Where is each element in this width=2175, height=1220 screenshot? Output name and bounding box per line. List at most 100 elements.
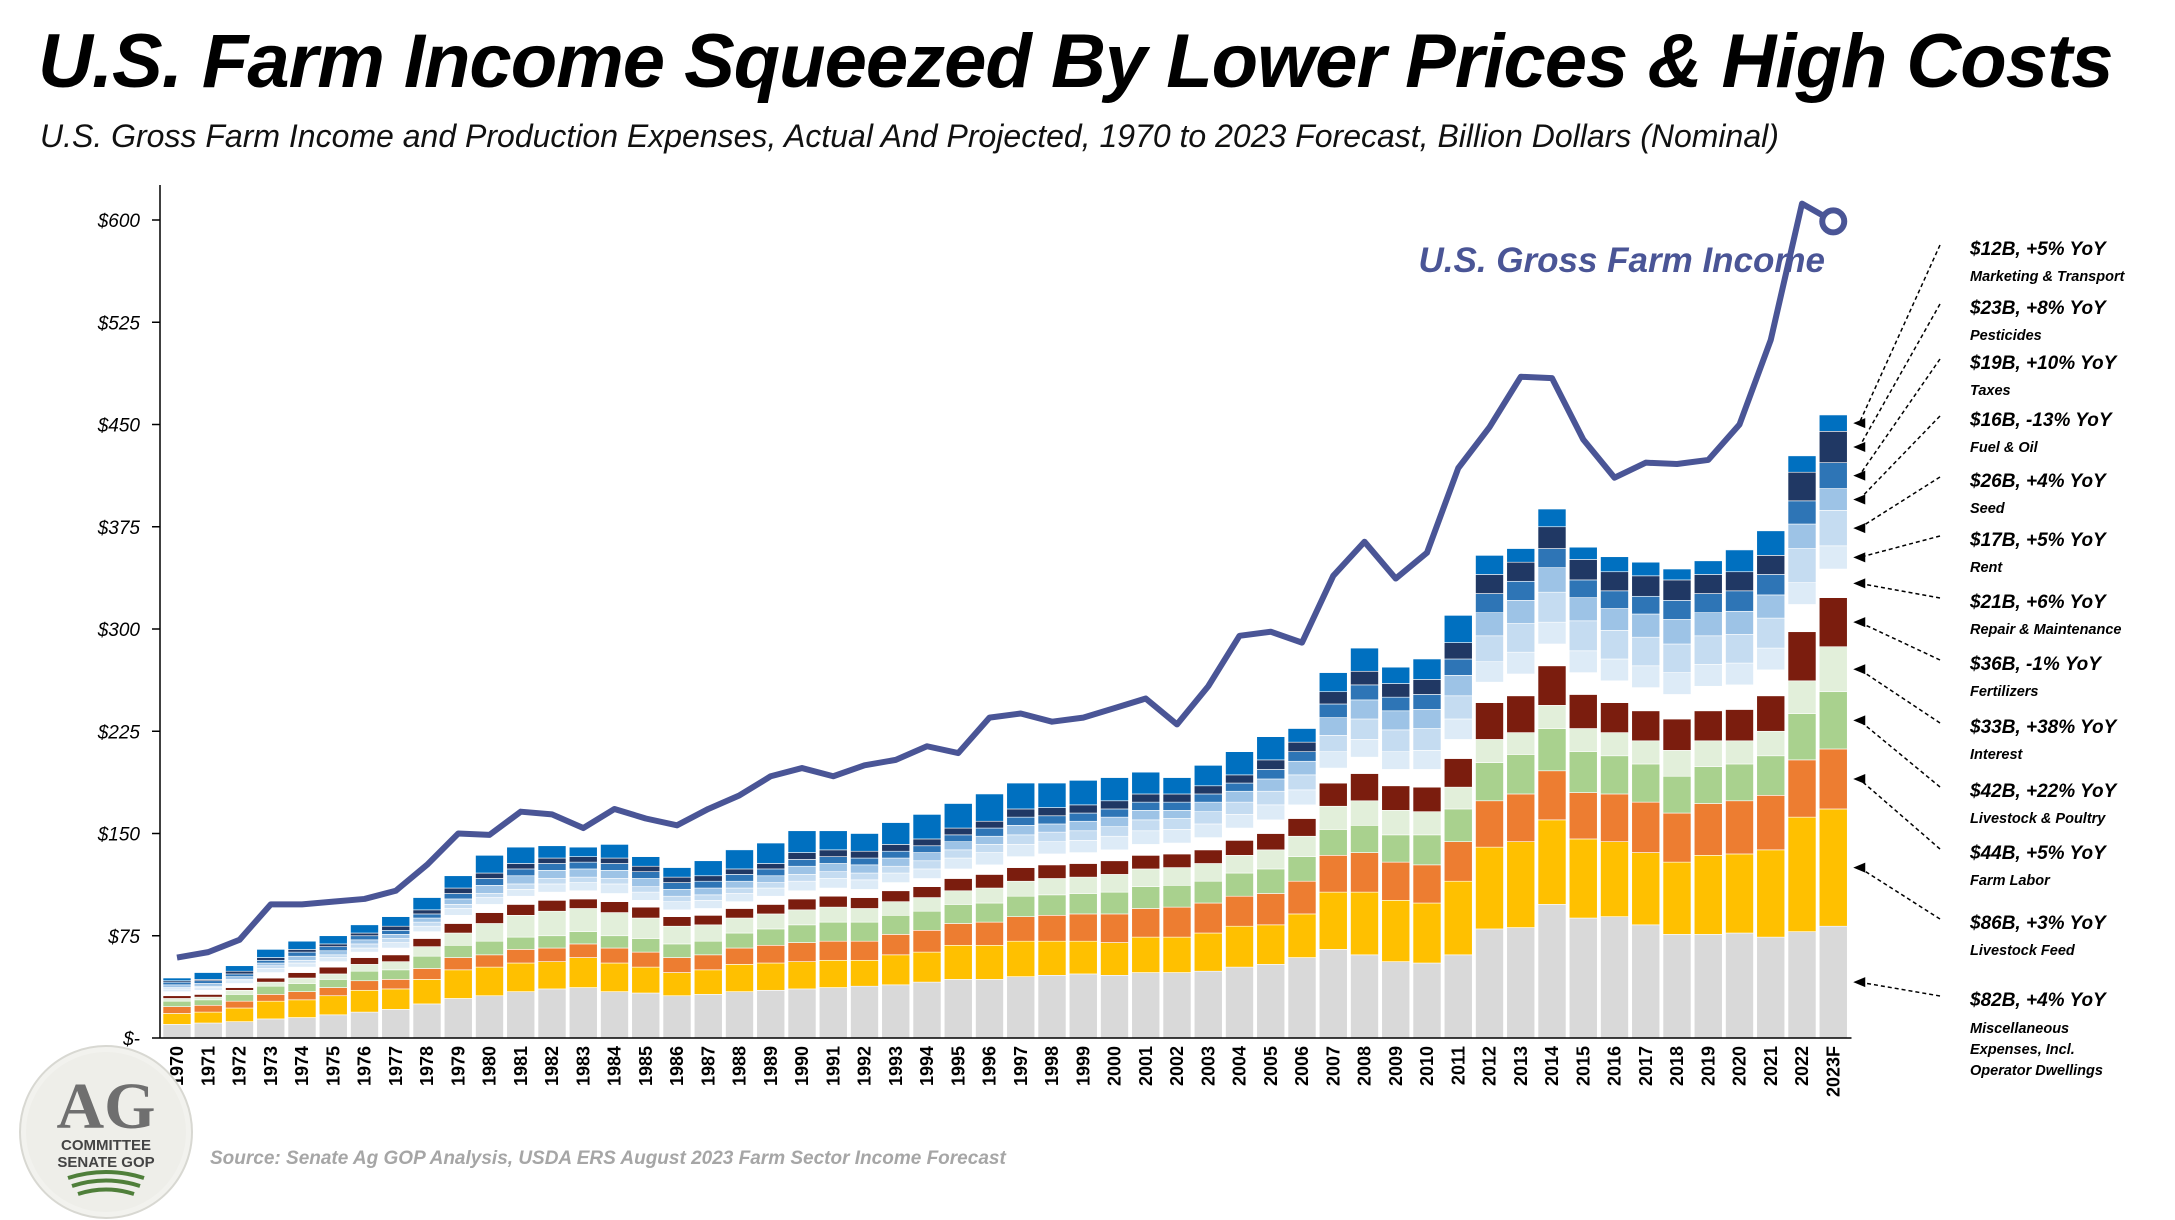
bar-segment-3	[1506, 754, 1536, 795]
annotation-name: Seed	[1970, 501, 2006, 517]
bar-segment-7	[1475, 661, 1504, 683]
bar-segment-5	[506, 904, 536, 916]
bar-segment-0	[1443, 954, 1473, 1039]
bar-segment-12	[662, 867, 692, 878]
bar-segment-0	[975, 979, 1004, 1039]
bar-segment-10	[1725, 590, 1754, 612]
bar-segment-0	[881, 984, 911, 1039]
bar-segment-0	[693, 994, 723, 1039]
bar-stack-2017	[1631, 561, 1661, 1039]
bar-segment-10	[1412, 694, 1442, 710]
bar-segment-7	[1068, 840, 1098, 853]
bar-segment-8	[631, 886, 661, 893]
bar-segment-5	[1568, 694, 1598, 729]
bar-segment-2	[912, 929, 942, 953]
bar-segment-11	[537, 857, 567, 864]
bar-segment-4	[1756, 730, 1786, 757]
bar-segment-10	[1037, 815, 1067, 825]
bar-segment-2	[443, 957, 473, 971]
annotation-leader	[1858, 476, 1941, 529]
bar-segment-8	[1631, 636, 1661, 667]
x-tick-label: 2007	[1323, 1046, 1343, 1086]
bar-segment-11	[1100, 800, 1129, 810]
bar-segment-3	[537, 935, 567, 949]
bar-segment-2	[318, 987, 348, 997]
bar-segment-7	[1037, 841, 1067, 855]
bar-segment-3	[1318, 829, 1348, 856]
x-tick-label: 2014	[1542, 1046, 1562, 1086]
bar-segment-6	[1443, 739, 1473, 759]
x-tick-label: 1994	[917, 1046, 937, 1086]
bar-segment-8	[1006, 834, 1036, 845]
bar-segment-12	[1443, 615, 1473, 643]
bar-segment-0	[475, 995, 504, 1039]
bar-segment-8	[1225, 801, 1254, 815]
bar-segment-8	[818, 871, 848, 879]
bar-segment-7	[1600, 658, 1629, 682]
x-tick-label: 2022	[1792, 1046, 1812, 1086]
bar-segment-2	[1725, 800, 1754, 855]
bar-segment-1	[1287, 913, 1317, 958]
bar-stack-2005	[1256, 736, 1286, 1039]
bar-segment-6	[1725, 684, 1754, 710]
bar-stack-2015	[1568, 546, 1598, 1039]
bar-segment-2	[1225, 895, 1254, 927]
annotation-arrowhead	[1853, 494, 1866, 505]
bar-segment-2	[1506, 793, 1536, 842]
bar-segment-3	[1100, 891, 1129, 915]
bar-segment-2	[568, 943, 598, 958]
bar-segment-3	[1225, 872, 1254, 897]
bar-stacks	[162, 414, 1848, 1039]
bar-segment-5	[818, 895, 848, 908]
annotation-leader	[1859, 582, 1941, 599]
bar-segment-10	[1225, 782, 1254, 792]
bar-segment-5	[162, 995, 192, 999]
bar-segment-3	[1412, 834, 1442, 866]
bar-segment-4	[818, 906, 848, 923]
annotation-leader	[1858, 303, 1941, 448]
bar-segment-4	[193, 996, 223, 1001]
bar-segment-2	[1443, 841, 1473, 882]
bar-segment-5	[1100, 860, 1129, 875]
annotation-name: Rent	[1970, 560, 2003, 576]
bar-segment-6	[1506, 673, 1536, 697]
bar-segment-9	[443, 898, 473, 905]
bar-segment-6	[1568, 672, 1598, 695]
bar-segment-1	[662, 972, 692, 997]
bar-segment-9	[943, 841, 973, 851]
annotation-name: Livestock & Poultry	[1970, 811, 2106, 827]
bar-segment-0	[1787, 931, 1817, 1039]
bar-segment-2	[881, 934, 911, 956]
bar-stack-1983	[568, 846, 598, 1039]
bar-segment-10	[1662, 600, 1692, 620]
bar-segment-7	[631, 891, 661, 901]
bar-segment-8	[1037, 831, 1067, 842]
bar-segment-3	[225, 994, 254, 1002]
bar-segment-8	[287, 959, 317, 964]
bar-segment-3	[1568, 751, 1598, 793]
bar-segment-2	[1412, 864, 1442, 904]
bar-segment-1	[1600, 841, 1629, 917]
bar-segment-4	[225, 989, 254, 995]
bar-segment-3	[1443, 808, 1473, 842]
bar-segment-12	[1193, 765, 1223, 787]
bar-segment-11	[1787, 471, 1817, 502]
bar-segment-11	[787, 852, 817, 860]
bar-segment-3	[631, 938, 661, 953]
bar-segment-9	[1381, 710, 1411, 731]
x-tick-label: 1987	[698, 1046, 718, 1086]
bar-segment-0	[912, 981, 942, 1039]
bar-segment-9	[1818, 488, 1848, 511]
bar-segment-11	[1412, 679, 1442, 695]
annotation-value: $42B, +22% YoY	[1969, 781, 2119, 802]
bar-segment-11	[225, 970, 254, 975]
bar-segment-2	[756, 944, 786, 964]
bar-segment-11	[256, 957, 286, 961]
bar-segment-2	[1600, 793, 1629, 842]
y-axis: $- $75 $150 $225 $300 $375 $450 $525 $600	[97, 185, 161, 1050]
bar-segment-0	[1693, 934, 1723, 1039]
bar-segment-5	[1131, 855, 1161, 870]
x-axis: 1970 1971 1972 1973 1974 1975 1976 1977 1978 1979…	[160, 1037, 1852, 1097]
bar-segment-0	[506, 991, 536, 1039]
bar-stack-2007	[1318, 672, 1348, 1039]
